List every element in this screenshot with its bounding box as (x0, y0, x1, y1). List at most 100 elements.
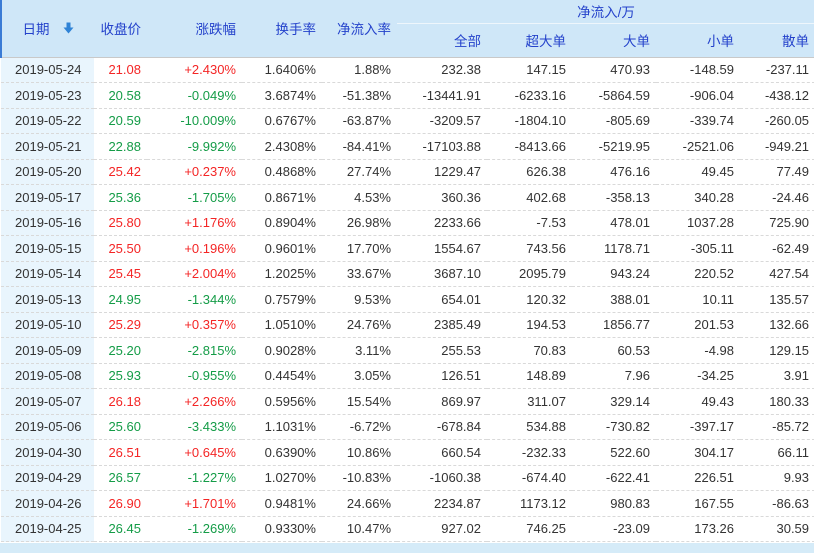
inflow-large-cell: -5219.95 (572, 133, 656, 160)
inflow-super-large-cell: 534.88 (487, 414, 572, 440)
inflow-super-large-cell: 147.15 (487, 57, 572, 83)
change-percent-cell: -3.433% (147, 414, 242, 440)
table-row: 2019-05-09 25.20 -2.815% 0.9028% 3.11% 2… (1, 337, 814, 364)
inflow-small-cell: -148.59 (656, 57, 740, 83)
inflow-rate-cell: 17.70% (322, 235, 397, 262)
change-percent-cell: -2.815% (147, 337, 242, 364)
date-cell: 2019-05-23 (1, 82, 94, 109)
inflow-super-large-cell: 70.83 (487, 337, 572, 364)
inflow-retail-cell: 77.49 (740, 159, 814, 185)
date-cell: 2019-04-30 (1, 439, 94, 466)
inflow-small-cell: 220.52 (656, 261, 740, 287)
close-price-cell: 20.59 (94, 108, 147, 134)
date-cell: 2019-05-24 (1, 57, 94, 83)
close-price-cell: 26.51 (94, 439, 147, 466)
change-percent-cell: -0.955% (147, 363, 242, 389)
inflow-all-cell: 232.38 (397, 57, 487, 83)
date-cell: 2019-05-22 (1, 108, 94, 134)
date-cell: 2019-05-21 (1, 133, 94, 160)
change-percent-cell: +0.237% (147, 159, 242, 185)
turnover-cell: 1.0270% (242, 465, 322, 491)
inflow-all-cell: 3687.10 (397, 261, 487, 287)
inflow-large-cell: 476.16 (572, 159, 656, 185)
inflow-small-cell: -906.04 (656, 82, 740, 109)
date-cell: 2019-05-10 (1, 312, 94, 338)
inflow-rate-cell: 33.67% (322, 261, 397, 287)
turnover-cell: 0.4868% (242, 159, 322, 185)
change-percent-cell: +2.430% (147, 57, 242, 83)
inflow-retail-cell: 3.91 (740, 363, 814, 389)
inflow-super-large-cell: -674.40 (487, 465, 572, 491)
inflow-all-cell: 255.53 (397, 337, 487, 364)
inflow-retail-cell: 427.54 (740, 261, 814, 287)
inflow-super-large-cell: 402.68 (487, 184, 572, 211)
close-price-cell: 25.93 (94, 363, 147, 389)
inflow-super-large-cell: 148.89 (487, 363, 572, 389)
inflow-small-cell: -34.25 (656, 363, 740, 389)
inflow-all-cell: 126.51 (397, 363, 487, 389)
inflow-small-cell: -339.74 (656, 108, 740, 134)
table-row: 2019-04-25 26.45 -1.269% 0.9330% 10.47% … (1, 516, 814, 542)
date-cell: 2019-05-08 (1, 363, 94, 389)
inflow-all-cell: 1229.47 (397, 159, 487, 185)
inflow-large-cell: 980.83 (572, 490, 656, 517)
turnover-cell: 0.6390% (242, 439, 322, 466)
inflow-large-cell: 7.96 (572, 363, 656, 389)
table-row: 2019-05-10 25.29 +0.357% 1.0510% 24.76% … (1, 312, 814, 338)
change-percent-cell: +2.266% (147, 388, 242, 415)
inflow-all-cell: 2233.66 (397, 210, 487, 236)
change-percent-cell: -10.009% (147, 108, 242, 134)
turnover-cell: 0.9601% (242, 235, 322, 262)
table-row: 2019-04-30 26.51 +0.645% 0.6390% 10.86% … (1, 439, 814, 466)
change-percent-cell: -1.227% (147, 465, 242, 491)
inflow-rate-cell: 24.76% (322, 312, 397, 338)
inflow-all-cell: 2385.49 (397, 312, 487, 338)
column-header-all: 全部 (454, 34, 481, 49)
inflow-super-large-cell: 743.56 (487, 235, 572, 262)
column-header-large: 大单 (623, 34, 650, 49)
inflow-super-large-cell: -232.33 (487, 439, 572, 466)
inflow-all-cell: 869.97 (397, 388, 487, 415)
inflow-retail-cell: 30.59 (740, 516, 814, 542)
table-row: 2019-05-13 24.95 -1.344% 0.7579% 9.53% 6… (1, 286, 814, 313)
close-price-cell: 24.95 (94, 286, 147, 313)
column-header-turnover: 换手率 (275, 22, 317, 38)
inflow-retail-cell: -85.72 (740, 414, 814, 440)
inflow-large-cell: 1178.71 (572, 235, 656, 262)
table-row: 2019-04-29 26.57 -1.227% 1.0270% -10.83%… (1, 465, 814, 491)
turnover-cell: 0.9330% (242, 516, 322, 542)
column-header-date[interactable]: 日期 (0, 0, 94, 57)
inflow-all-cell: 360.36 (397, 184, 487, 211)
date-cell: 2019-05-15 (1, 235, 94, 262)
column-header-small: 小单 (707, 34, 734, 49)
close-price-cell: 25.45 (94, 261, 147, 287)
inflow-rate-cell: -84.41% (322, 133, 397, 160)
inflow-retail-cell: -86.63 (740, 490, 814, 517)
table-row: 2019-05-07 26.18 +2.266% 0.5956% 15.54% … (1, 388, 814, 415)
inflow-rate-cell: 3.05% (322, 363, 397, 389)
inflow-small-cell: 340.28 (656, 184, 740, 211)
inflow-all-cell: 927.02 (397, 516, 487, 542)
turnover-cell: 1.1031% (242, 414, 322, 440)
turnover-cell: 0.8671% (242, 184, 322, 211)
change-percent-cell: -9.992% (147, 133, 242, 160)
inflow-large-cell: -730.82 (572, 414, 656, 440)
turnover-cell: 0.6767% (242, 108, 322, 134)
table-row: 2019-05-24 21.08 +2.430% 1.6406% 1.88% 2… (1, 57, 814, 83)
close-price-cell: 26.57 (94, 465, 147, 491)
inflow-all-cell: 654.01 (397, 286, 487, 313)
inflow-large-cell: -622.41 (572, 465, 656, 491)
table-body: 2019-05-24 21.08 +2.430% 1.6406% 1.88% 2… (1, 57, 814, 542)
turnover-cell: 1.0510% (242, 312, 322, 338)
turnover-cell: 0.7579% (242, 286, 322, 313)
sort-descending-icon[interactable] (63, 22, 74, 34)
inflow-large-cell: 470.93 (572, 57, 656, 83)
inflow-retail-cell: 135.57 (740, 286, 814, 313)
inflow-super-large-cell: 2095.79 (487, 261, 572, 287)
column-header-super-large: 超大单 (525, 34, 567, 49)
inflow-small-cell: 226.51 (656, 465, 740, 491)
inflow-retail-cell: 129.15 (740, 337, 814, 364)
date-cell: 2019-05-17 (1, 184, 94, 211)
inflow-small-cell: 304.17 (656, 439, 740, 466)
